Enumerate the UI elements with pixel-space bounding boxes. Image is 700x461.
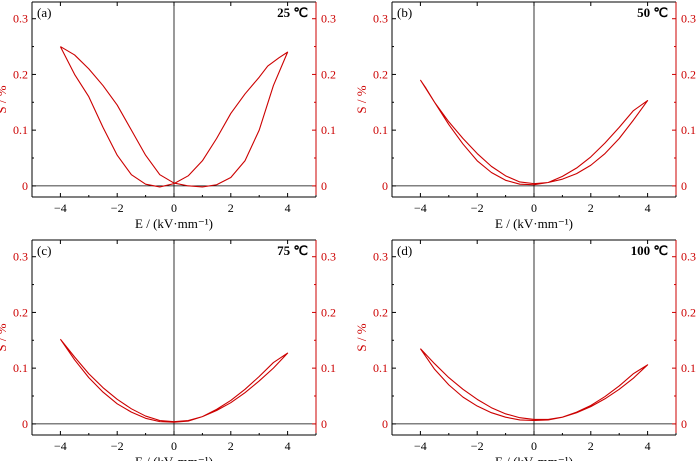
y-tick-label-right: 0.2 xyxy=(681,305,696,319)
panel-c: −4 −2 0 2 4 0 0 0.1 0.1 0.2 0.2 0.3 0.3 E / (kV·mm⁻¹)… xyxy=(0,239,336,461)
y-tick-label-left: 0 xyxy=(22,179,28,193)
y-tick-label-left: 0.2 xyxy=(373,67,388,81)
panel-a: −4 −2 0 2 4 0 0 0.1 0.1 0.2 0.2 0.3 0.3 E / (kV·mm⁻¹)… xyxy=(0,1,336,231)
y-axis-label: S / % xyxy=(354,323,369,351)
x-tick-label: 0 xyxy=(531,201,537,215)
panel-label: (c) xyxy=(37,243,51,258)
y-tick-label-right: 0.3 xyxy=(681,250,696,264)
x-axis-label: E / (kV·mm⁻¹) xyxy=(495,454,573,461)
y-tick-label-right: 0.1 xyxy=(681,361,696,375)
x-tick-label: −2 xyxy=(471,439,484,453)
strain-loop-curve xyxy=(419,79,649,186)
y-tick-label-left: 0.2 xyxy=(13,305,28,319)
temperature-label: 100 ℃ xyxy=(631,243,668,258)
x-tick-label: −2 xyxy=(471,201,484,215)
panel-d: −4 −2 0 2 4 0 0 0.1 0.1 0.2 0.2 0.3 0.3 E / (kV·mm⁻¹)… xyxy=(354,239,696,461)
x-tick-label: −2 xyxy=(111,439,124,453)
y-tick-label-right: 0 xyxy=(681,179,687,193)
panel-b: −4 −2 0 2 4 0 0 0.1 0.1 0.2 0.2 0.3 0.3 E / (kV·mm⁻¹)… xyxy=(354,1,696,231)
panel-label: (d) xyxy=(397,243,412,258)
panel-label: (a) xyxy=(37,5,51,20)
x-axis-label: E / (kV·mm⁻¹) xyxy=(495,216,573,231)
y-tick-label-right: 0.1 xyxy=(681,123,696,137)
x-tick-label: −2 xyxy=(111,201,124,215)
x-tick-label: 4 xyxy=(645,439,651,453)
x-tick-label: −4 xyxy=(414,439,427,453)
y-tick-label-right: 0.1 xyxy=(321,123,336,137)
y-tick-label-left: 0.2 xyxy=(13,67,28,81)
temperature-label: 25 ℃ xyxy=(277,5,308,20)
y-tick-label-left: 0.1 xyxy=(373,123,388,137)
y-tick-label-right: 0.3 xyxy=(321,12,336,26)
x-axis-label: E / (kV·mm⁻¹) xyxy=(135,216,213,231)
x-tick-label: 2 xyxy=(588,439,594,453)
y-tick-label-left: 0.3 xyxy=(373,12,388,26)
y-tick-label-right: 0.2 xyxy=(321,305,336,319)
x-tick-label: −4 xyxy=(414,201,427,215)
y-tick-label-left: 0.1 xyxy=(373,361,388,375)
y-tick-label-left: 0.1 xyxy=(13,123,28,137)
x-tick-label: 2 xyxy=(228,201,234,215)
y-tick-label-left: 0.3 xyxy=(13,250,28,264)
x-tick-label: 4 xyxy=(285,439,291,453)
x-tick-label: 4 xyxy=(285,201,291,215)
x-tick-label: −4 xyxy=(54,439,67,453)
strain-loop-curve xyxy=(419,348,649,422)
temperature-label: 50 ℃ xyxy=(637,5,668,20)
temperature-label: 75 ℃ xyxy=(277,243,308,258)
y-tick-label-right: 0 xyxy=(321,417,327,431)
y-axis-label: S / % xyxy=(0,323,9,351)
x-tick-label: −4 xyxy=(54,201,67,215)
strain-loop-curve xyxy=(59,338,289,423)
x-tick-label: 2 xyxy=(228,439,234,453)
y-tick-label-right: 0.1 xyxy=(321,361,336,375)
y-axis-label: S / % xyxy=(0,85,9,113)
y-tick-label-right: 0 xyxy=(321,179,327,193)
y-tick-label-right: 0.3 xyxy=(321,250,336,264)
strain-loop-curve xyxy=(59,46,289,188)
y-tick-label-left: 0.1 xyxy=(13,361,28,375)
y-tick-label-left: 0 xyxy=(382,417,388,431)
y-tick-label-left: 0.3 xyxy=(373,250,388,264)
y-tick-label-left: 0 xyxy=(382,179,388,193)
y-tick-label-left: 0.3 xyxy=(13,12,28,26)
y-tick-label-right: 0 xyxy=(681,417,687,431)
x-tick-label: 2 xyxy=(588,201,594,215)
y-tick-label-right: 0.3 xyxy=(681,12,696,26)
x-tick-label: 0 xyxy=(171,201,177,215)
x-tick-label: 0 xyxy=(531,439,537,453)
y-tick-label-right: 0.2 xyxy=(321,67,336,81)
x-tick-label: 4 xyxy=(645,201,651,215)
x-tick-label: 0 xyxy=(171,439,177,453)
y-tick-label-right: 0.2 xyxy=(681,67,696,81)
y-tick-label-left: 0 xyxy=(22,417,28,431)
y-tick-label-left: 0.2 xyxy=(373,305,388,319)
y-axis-label: S / % xyxy=(354,85,369,113)
x-axis-label: E / (kV·mm⁻¹) xyxy=(135,454,213,461)
panel-label: (b) xyxy=(397,5,412,20)
